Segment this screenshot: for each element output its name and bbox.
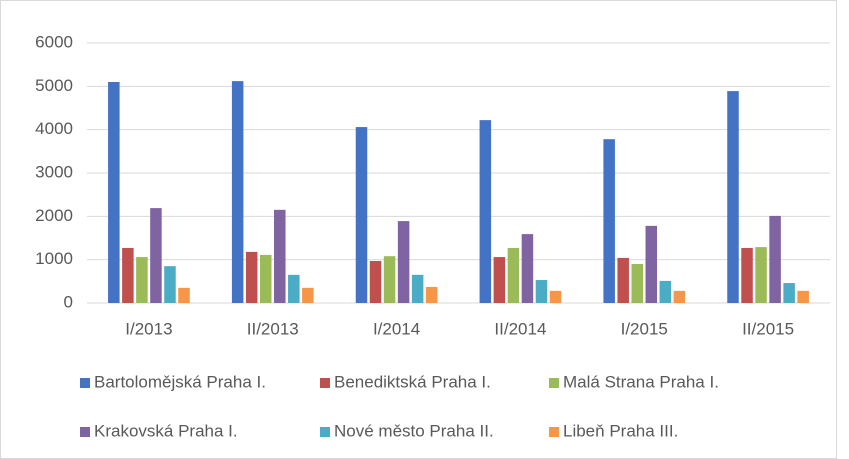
bar <box>397 221 410 303</box>
bar <box>150 208 162 303</box>
bar <box>673 290 686 303</box>
legend-swatch <box>549 378 559 388</box>
y-tick-label: 2000 <box>35 206 73 225</box>
bar <box>108 82 120 303</box>
bar <box>411 274 424 303</box>
bar <box>231 81 244 303</box>
bar <box>507 247 520 303</box>
bar <box>383 256 396 303</box>
bar <box>617 257 629 303</box>
legend-label: Bartoloměјská Praha I. <box>94 372 266 391</box>
legend-label: Malá Strana Praha I. <box>563 372 719 391</box>
y-tick-label: 3000 <box>35 162 73 181</box>
bar <box>178 287 190 303</box>
bar <box>659 280 672 303</box>
bar <box>741 247 753 303</box>
bar <box>425 286 438 303</box>
y-tick-label: 0 <box>64 292 73 311</box>
x-tick-label: II/2014 <box>494 319 546 338</box>
bar <box>727 91 739 303</box>
bar <box>302 287 314 303</box>
bar <box>259 254 272 303</box>
bar <box>355 127 368 303</box>
bar <box>274 209 286 303</box>
bar <box>783 283 795 303</box>
bar <box>797 290 809 303</box>
y-tick-label: 5000 <box>35 76 73 95</box>
bar <box>521 234 534 303</box>
x-tick-label: I/2014 <box>373 319 420 338</box>
bar <box>479 120 492 303</box>
bar <box>645 225 658 303</box>
x-tick-label: II/2015 <box>742 319 794 338</box>
legend-swatch <box>80 427 90 437</box>
x-tick-label: I/2013 <box>125 319 172 338</box>
legend-label: Nové město Praha II. <box>334 421 494 440</box>
legend-label: Krakovská Praha I. <box>94 421 238 440</box>
bar <box>603 139 615 303</box>
bar <box>245 251 258 303</box>
y-tick-label: 6000 <box>35 32 73 51</box>
bar <box>122 247 134 303</box>
bar <box>755 247 767 303</box>
legend-label: Benediktská Praha I. <box>334 372 491 391</box>
legend-swatch <box>549 427 559 437</box>
bar <box>769 215 781 303</box>
bar <box>164 266 176 303</box>
y-tick-label: 4000 <box>35 119 73 138</box>
bar <box>549 290 562 303</box>
bar <box>288 274 300 303</box>
legend-label: Libeň Praha III. <box>563 421 678 440</box>
x-tick-label: I/2015 <box>621 319 668 338</box>
bar <box>369 260 382 303</box>
bar <box>535 280 548 303</box>
legend-swatch <box>80 378 90 388</box>
bar <box>136 257 148 303</box>
bar <box>631 264 643 303</box>
y-tick-label: 1000 <box>35 249 73 268</box>
x-tick-label: II/2013 <box>247 319 299 338</box>
legend-swatch <box>320 427 330 437</box>
legend-swatch <box>320 378 330 388</box>
bar <box>493 257 506 303</box>
